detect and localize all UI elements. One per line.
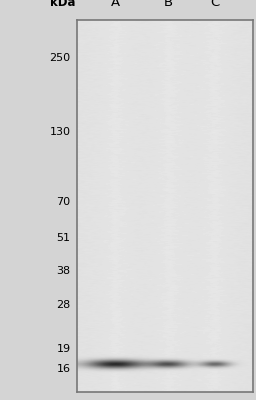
Text: 28: 28 — [56, 300, 71, 310]
Text: 51: 51 — [57, 232, 71, 242]
Text: 250: 250 — [49, 53, 71, 63]
Text: C: C — [210, 0, 219, 9]
Text: 19: 19 — [57, 344, 71, 354]
Text: kDa: kDa — [50, 0, 75, 9]
Text: A: A — [111, 0, 120, 9]
Text: B: B — [164, 0, 173, 9]
Text: 70: 70 — [57, 197, 71, 207]
Text: 38: 38 — [57, 266, 71, 276]
Text: 16: 16 — [57, 364, 71, 374]
Text: 130: 130 — [50, 127, 71, 137]
